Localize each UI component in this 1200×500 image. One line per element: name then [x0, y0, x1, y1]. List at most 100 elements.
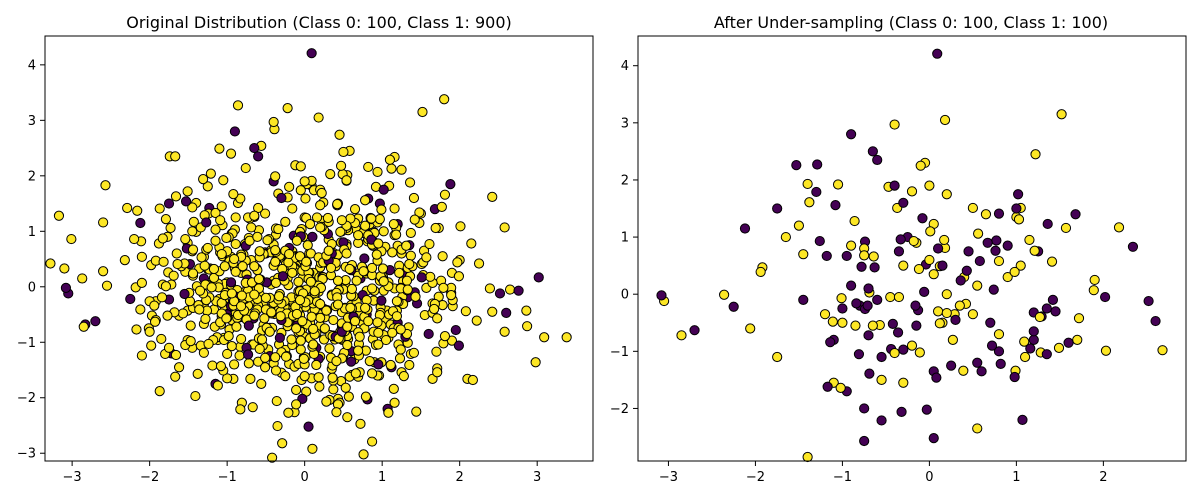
data-point-class-1	[291, 384, 302, 396]
data-point-class-0	[910, 300, 921, 311]
y-tick-label: 0	[621, 288, 629, 303]
data-point-class-1	[144, 326, 155, 337]
data-point-class-1	[187, 268, 199, 279]
data-point-class-0	[846, 280, 857, 291]
data-point-class-1	[425, 271, 436, 282]
data-point-class-1	[1060, 222, 1072, 234]
data-point-class-1	[349, 204, 361, 215]
data-point-class-1	[1030, 149, 1041, 160]
data-point-class-1	[504, 284, 516, 295]
data-point-class-0	[830, 199, 841, 211]
data-point-class-1	[336, 215, 347, 226]
data-point-class-1	[256, 378, 267, 389]
data-point-class-1	[391, 229, 402, 240]
data-point-class-1	[208, 263, 220, 275]
data-point-class-1	[353, 345, 364, 356]
data-point-class-1	[177, 308, 189, 319]
data-point-class-1	[1034, 311, 1045, 323]
data-point-class-1	[321, 396, 332, 407]
data-point-class-1	[928, 269, 939, 280]
data-point-class-0	[1028, 326, 1039, 337]
data-point-class-1	[366, 283, 378, 294]
data-point-class-0	[501, 307, 512, 318]
data-point-class-0	[955, 275, 966, 286]
data-point-class-1	[934, 318, 945, 329]
data-point-class-1	[331, 356, 342, 367]
data-point-class-1	[168, 270, 179, 281]
data-point-class-0	[376, 295, 387, 306]
data-point-class-1	[342, 321, 353, 332]
data-point-class-1	[941, 289, 952, 300]
data-point-class-1	[283, 407, 294, 418]
data-point-class-0	[689, 325, 700, 336]
y-tick-label: 0	[28, 280, 36, 295]
data-point-class-1	[284, 181, 295, 193]
data-point-class-1	[354, 331, 365, 342]
data-point-class-1	[755, 266, 766, 278]
data-point-class-0	[872, 294, 883, 306]
data-point-class-0	[990, 245, 1001, 256]
data-point-class-1	[268, 116, 279, 128]
data-point-class-1	[157, 233, 168, 244]
data-point-class-1	[307, 443, 318, 454]
scatter-plot-undersampled: After Under-sampling (Class 0: 100, Clas…	[610, 13, 1187, 485]
data-point-class-1	[924, 180, 935, 191]
data-point-class-1	[346, 283, 358, 295]
data-point-class-1	[372, 166, 383, 178]
data-point-class-1	[98, 266, 109, 277]
data-point-class-1	[343, 391, 354, 402]
data-point-class-1	[376, 204, 387, 215]
data-point-class-0	[919, 286, 930, 298]
data-point-class-1	[275, 311, 286, 322]
data-point-class-1	[260, 208, 271, 219]
data-point-class-0	[791, 160, 802, 171]
data-point-class-1	[272, 420, 283, 432]
data-point-class-1	[1046, 256, 1058, 267]
data-point-class-1	[210, 235, 221, 246]
data-point-class-0	[825, 337, 836, 348]
data-point-class-0	[1047, 294, 1059, 306]
data-point-class-0	[811, 186, 822, 198]
data-point-class-1	[298, 353, 309, 365]
data-point-class-1	[135, 304, 146, 315]
data-point-class-0	[135, 217, 146, 229]
data-point-class-0	[946, 360, 957, 371]
data-point-class-1	[467, 374, 478, 386]
data-point-class-1	[270, 171, 281, 182]
data-point-class-0	[1100, 291, 1111, 303]
data-point-class-1	[270, 245, 281, 256]
data-point-class-1	[410, 291, 421, 302]
data-point-class-1	[287, 203, 298, 214]
data-point-class-1	[203, 338, 214, 350]
data-point-class-1	[388, 218, 399, 230]
data-point-class-1	[215, 361, 227, 372]
data-point-class-1	[210, 207, 221, 219]
data-point-class-1	[309, 286, 320, 297]
data-point-class-1	[780, 231, 791, 243]
data-point-class-1	[914, 347, 925, 358]
data-point-class-1	[270, 352, 281, 363]
data-point-class-1	[417, 106, 428, 118]
data-point-class-0	[1041, 303, 1052, 314]
data-point-class-0	[961, 265, 972, 276]
data-point-class-1	[328, 384, 339, 395]
data-point-class-1	[315, 222, 326, 233]
data-point-class-0	[846, 129, 857, 140]
data-point-class-1	[277, 438, 288, 449]
data-point-class-1	[561, 332, 572, 343]
data-point-class-1	[129, 233, 140, 245]
data-point-class-1	[849, 215, 860, 227]
data-point-class-1	[180, 233, 191, 245]
data-point-class-0	[821, 250, 832, 262]
data-point-class-1	[190, 390, 201, 402]
y-tick-label: −2	[17, 391, 36, 406]
data-point-class-0	[993, 346, 1005, 357]
data-point-class-1	[196, 252, 207, 263]
data-point-class-1	[439, 331, 451, 342]
data-point-class-1	[1056, 109, 1067, 120]
data-point-class-1	[499, 326, 510, 337]
data-point-class-1	[484, 283, 496, 294]
data-point-class-1	[215, 215, 226, 226]
data-point-class-1	[366, 213, 377, 224]
data-point-class-1	[980, 209, 992, 220]
